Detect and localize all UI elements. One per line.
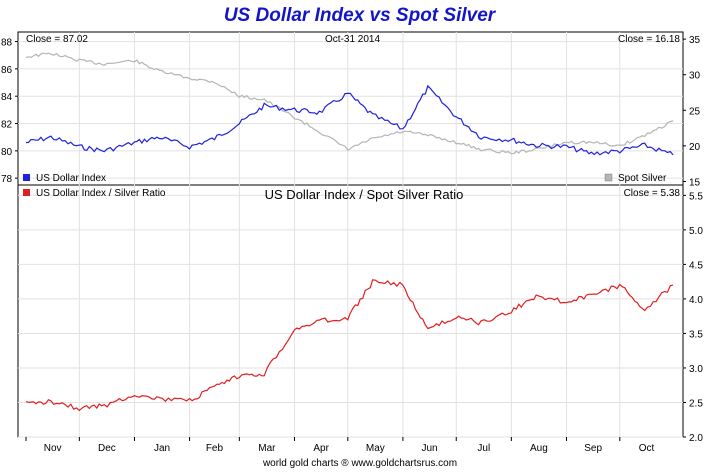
right-tick-label: 20 [689,142,701,153]
ratio-tick-label: 3.0 [689,364,703,375]
chart-title: US Dollar Index vs Spot Silver [223,5,496,26]
bottom-right-axis: 2.0 2.5 3.0 3.5 4.0 4.5 5.0 5.5 [683,191,703,444]
x-axis: Nov Dec Jan Feb Mar Apr May Jun Jul Aug Sep Oct [25,437,655,454]
ratio-line [25,279,674,412]
x-tick-label: Apr [313,443,329,454]
ratio-tick-label: 3.5 [689,329,703,340]
legend-silver-label: Spot Silver [618,173,667,184]
x-tick-label: Jul [477,443,490,454]
x-tick-label: Sep [584,443,602,454]
x-tick-label: Jun [422,443,438,454]
ratio-tick-label: 5.0 [689,226,703,237]
x-tick-label: Aug [530,443,548,454]
footer-credit: world gold charts ® www.goldchartsrus.co… [262,458,457,469]
left-tick-label: 78 [1,174,13,185]
ratio-tick-label: 2.0 [689,433,703,444]
left-tick-label: 88 [1,38,13,49]
close-right-label: Close = 16.18 [618,34,680,45]
date-label: Oct-31 2014 [325,34,380,45]
legend-ratio-swatch [23,189,30,196]
left-tick-label: 80 [1,147,13,158]
legend-ratio-label: US Dollar Index / Silver Ratio [36,188,166,199]
x-tick-label: Nov [44,443,62,454]
left-tick-label: 86 [1,65,13,76]
x-tick-label: Oct [639,443,655,454]
top-grid [18,32,683,185]
ratio-tick-label: 4.0 [689,295,703,306]
usd-index-line [25,84,674,156]
x-tick-label: Feb [206,443,224,454]
x-tick-label: Jan [154,443,170,454]
ratio-tick-label: 2.5 [689,398,703,409]
right-tick-label: 30 [689,71,701,82]
x-tick-label: May [366,443,385,454]
ratio-tick-label: 4.5 [689,260,703,271]
top-left-axis: 78 80 82 84 86 88 [1,38,18,185]
x-tick-label: Dec [98,443,116,454]
legend-usd-label: US Dollar Index [36,173,106,184]
top-right-axis: 15 20 25 30 35 [683,35,701,188]
bottom-grid [18,185,683,438]
right-tick-label: 15 [689,177,701,188]
ratio-close-label: Close = 5.38 [624,188,681,199]
right-tick-label: 35 [689,35,701,46]
legend-usd-swatch [23,174,30,181]
ratio-tick-label: 5.5 [689,191,703,202]
left-tick-label: 84 [1,92,13,103]
left-tick-label: 82 [1,120,13,131]
top-panel-frame [17,31,684,186]
legend-silver-swatch [604,173,613,182]
ratio-title: US Dollar Index / Spot Silver Ratio [265,187,464,202]
x-tick-label: Mar [258,443,276,454]
right-tick-label: 25 [689,106,701,117]
close-left-label: Close = 87.02 [26,34,88,45]
spot-silver-line [25,52,674,155]
